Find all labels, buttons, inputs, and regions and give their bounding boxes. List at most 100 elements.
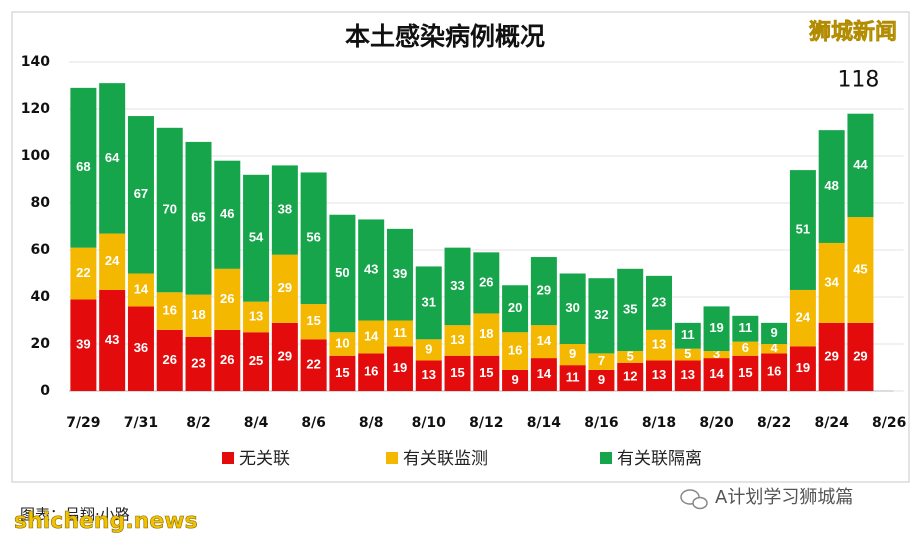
bar-segment <box>127 306 154 391</box>
value-label: 26 <box>479 274 493 289</box>
bar-segment <box>214 329 241 391</box>
value-label: 16 <box>364 364 378 379</box>
bar-segment <box>645 329 672 361</box>
bar-segment <box>386 346 413 391</box>
value-label: 13 <box>652 367 666 382</box>
bar-segment <box>214 160 241 269</box>
bar-segment <box>703 351 730 359</box>
value-label: 39 <box>393 266 407 281</box>
bar-segment <box>617 268 644 352</box>
bar-segment <box>588 369 615 391</box>
bar-segment <box>329 355 356 391</box>
bar-segment <box>703 306 730 352</box>
value-label: 44 <box>853 157 868 172</box>
value-label: 9 <box>569 346 576 361</box>
value-label: 24 <box>105 253 120 268</box>
legend-label: 无关联 <box>239 449 290 469</box>
value-label: 14 <box>134 281 149 296</box>
bar-segment <box>674 360 701 391</box>
bar-segment <box>617 351 644 363</box>
x-tick-label: 8/4 <box>244 415 269 431</box>
value-label: 14 <box>364 328 379 343</box>
watermark: shicheng.news <box>14 509 198 534</box>
value-label: 11 <box>738 320 752 335</box>
bar-segment <box>156 292 183 330</box>
credit: 图表：吕翔·小路 <box>20 506 130 524</box>
wechat-icon <box>680 489 708 510</box>
value-label: 15 <box>335 365 349 380</box>
value-label: 13 <box>450 332 464 347</box>
value-label: 46 <box>220 206 234 221</box>
y-tick-label: 40 <box>31 289 51 305</box>
x-tick-label: 8/8 <box>359 415 384 431</box>
value-label: 3 <box>713 346 720 361</box>
value-label: 15 <box>479 365 493 380</box>
bar-segment <box>761 322 788 344</box>
value-label: 18 <box>479 326 493 341</box>
bar-segment <box>415 339 442 361</box>
value-label: 11 <box>393 325 407 340</box>
bar-segment <box>444 247 471 326</box>
value-label: 22 <box>306 357 320 372</box>
bar-segment <box>214 268 241 330</box>
value-label: 13 <box>422 367 436 382</box>
y-tick-label: 60 <box>31 242 51 258</box>
x-tick-label: 8/18 <box>642 415 676 431</box>
bar-segment <box>530 257 557 326</box>
y-tick-label: 80 <box>31 195 51 211</box>
bar-segment <box>761 353 788 391</box>
value-label: 45 <box>853 261 867 276</box>
value-label: 5 <box>627 348 634 363</box>
x-tick-label: 7/31 <box>124 415 158 431</box>
value-label: 25 <box>249 353 263 368</box>
x-tick-label: 8/14 <box>527 415 562 431</box>
value-label: 70 <box>162 201 176 216</box>
value-label: 19 <box>393 360 407 375</box>
bar-segment <box>645 360 672 391</box>
bar-segment <box>674 322 701 349</box>
value-label: 26 <box>162 352 176 367</box>
y-tick-label: 120 <box>21 101 50 117</box>
value-label: 23 <box>652 294 666 309</box>
bar-segment <box>588 353 615 370</box>
value-label: 10 <box>335 335 349 350</box>
value-label: 29 <box>824 348 838 363</box>
bar-segment <box>789 170 816 290</box>
bar-segment <box>271 254 298 323</box>
bar-segment <box>818 322 845 391</box>
bar-segment <box>818 242 845 323</box>
value-label: 65 <box>191 210 205 225</box>
bar-segment <box>185 141 212 295</box>
x-tick-label: 8/2 <box>186 415 211 431</box>
x-tick-label: 8/20 <box>699 415 734 431</box>
value-label: 48 <box>824 178 838 193</box>
bar-segment <box>70 247 97 300</box>
value-label: 22 <box>76 265 90 280</box>
legend-swatch <box>222 452 234 464</box>
x-tick-label: 8/16 <box>584 415 618 431</box>
bar-segment <box>818 130 845 243</box>
bar-segment <box>444 355 471 391</box>
watermark: A计划学习狮城篇 <box>715 487 853 508</box>
bar-segment <box>415 266 442 340</box>
value-label: 43 <box>105 332 119 347</box>
y-tick-label: 20 <box>31 336 51 352</box>
bar-segment <box>559 365 586 391</box>
bar-segment <box>559 273 586 344</box>
y-tick-label: 100 <box>21 148 50 164</box>
bar-segment <box>156 329 183 391</box>
bar-segment <box>732 315 759 342</box>
bar-segment <box>271 322 298 391</box>
value-label: 14 <box>709 366 724 381</box>
bar-segment <box>847 113 874 218</box>
chart-title: 本土感染病例概况 <box>345 22 545 51</box>
bar-segment <box>588 278 615 354</box>
bar-segment <box>386 228 413 321</box>
value-label: 68 <box>76 159 90 174</box>
bar-segment <box>473 313 500 356</box>
bar-segment <box>502 285 529 333</box>
bar-segment <box>761 344 788 354</box>
y-tick-label: 140 <box>21 54 50 70</box>
value-label: 4 <box>770 340 778 355</box>
